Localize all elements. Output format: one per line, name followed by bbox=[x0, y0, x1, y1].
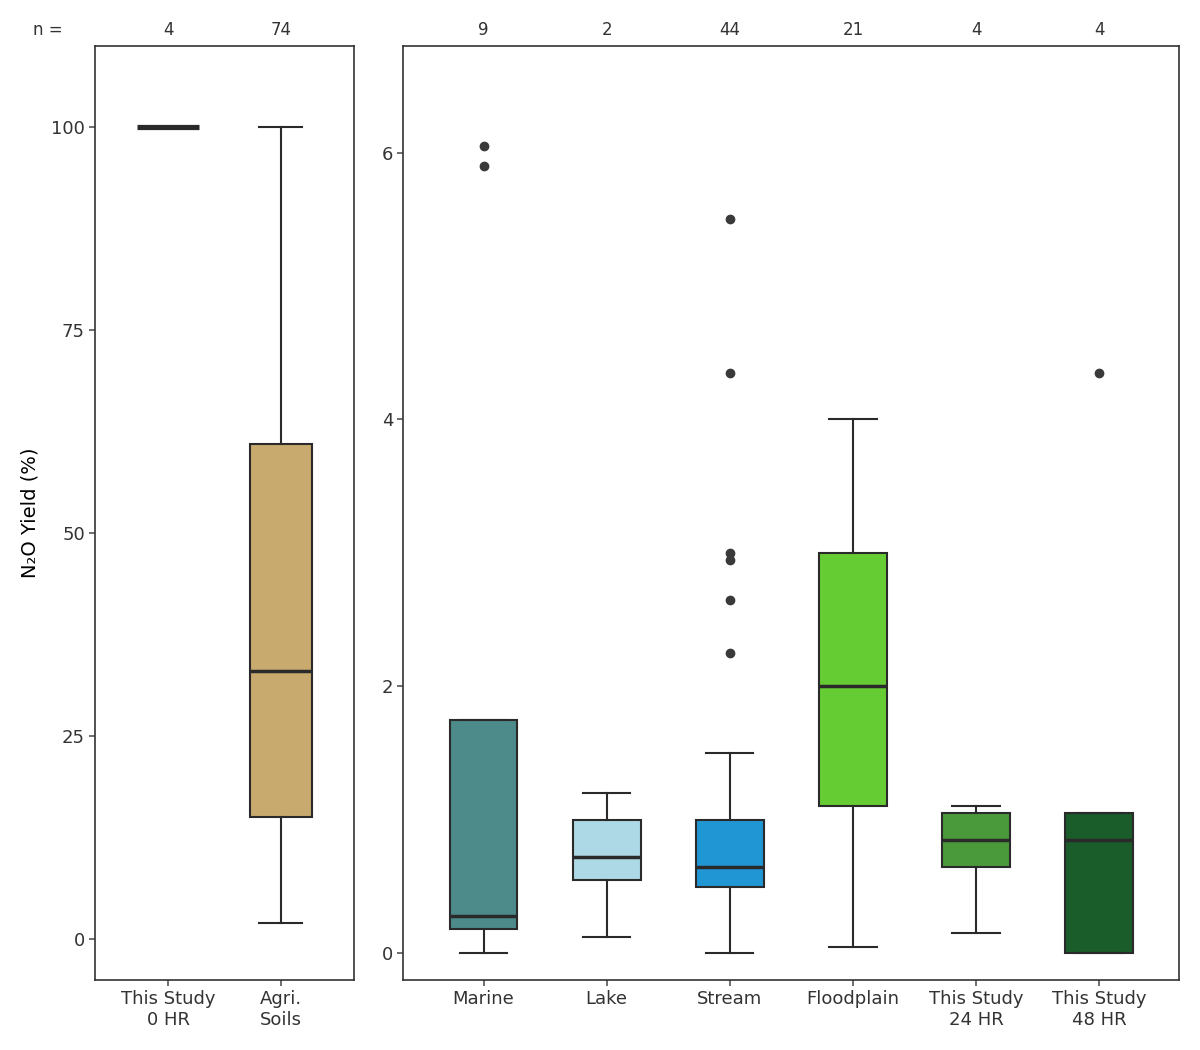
Text: 4: 4 bbox=[971, 21, 982, 39]
Text: 9: 9 bbox=[479, 21, 488, 39]
Text: 4: 4 bbox=[163, 21, 174, 39]
Bar bbox=[450, 719, 517, 929]
Text: 21: 21 bbox=[842, 21, 864, 39]
Bar bbox=[572, 820, 641, 880]
Y-axis label: N₂O Yield (%): N₂O Yield (%) bbox=[20, 447, 40, 579]
Bar bbox=[942, 813, 1010, 866]
Bar bbox=[1066, 813, 1133, 953]
Text: 74: 74 bbox=[270, 21, 292, 39]
Text: 4: 4 bbox=[1094, 21, 1104, 39]
Bar bbox=[250, 444, 312, 818]
Text: 2: 2 bbox=[601, 21, 612, 39]
Text: 44: 44 bbox=[719, 21, 740, 39]
Bar bbox=[696, 820, 763, 886]
Text: n =: n = bbox=[32, 21, 62, 39]
Bar bbox=[820, 553, 887, 806]
